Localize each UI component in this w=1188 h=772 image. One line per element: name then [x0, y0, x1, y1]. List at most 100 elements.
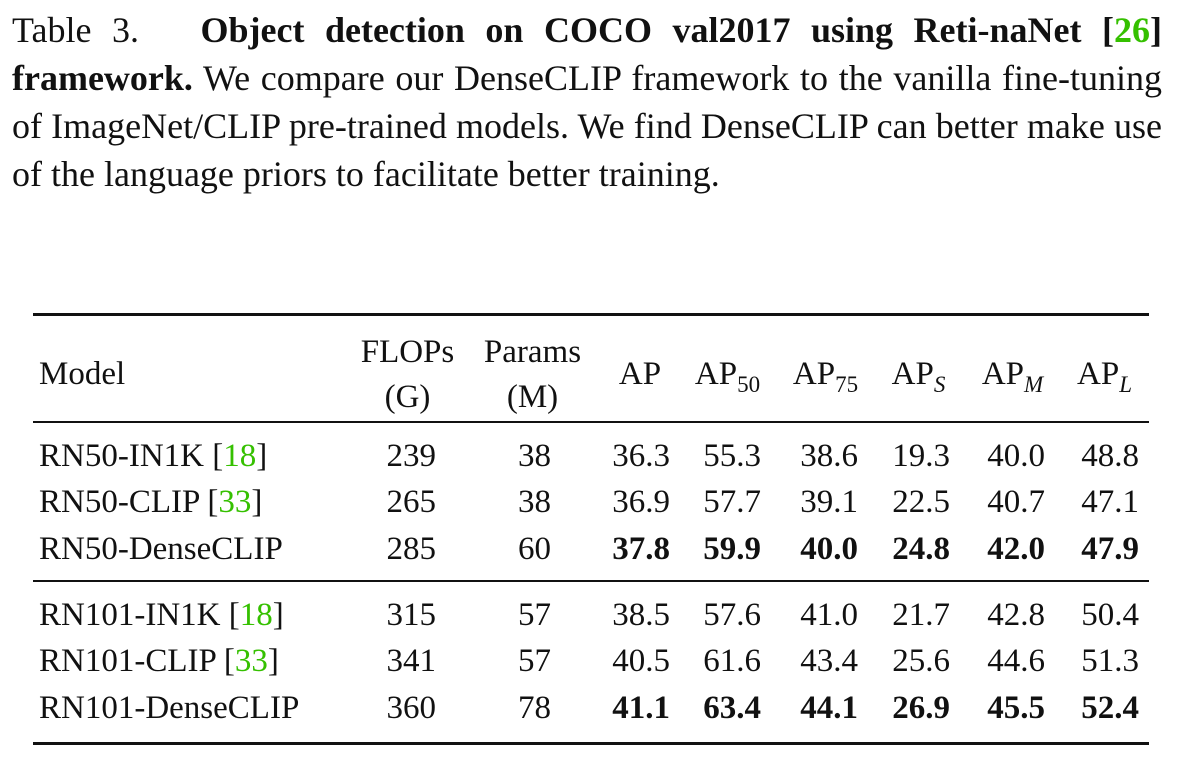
header-apm-sub: M — [1024, 372, 1044, 397]
cell-params: 38 — [518, 438, 551, 474]
cell-apm: 42.8 — [987, 597, 1045, 633]
ref-bracket-close: ] — [272, 597, 284, 633]
header-model: Model — [39, 356, 126, 392]
cell-aps: 19.3 — [892, 438, 950, 474]
cell-flops: 360 — [386, 690, 437, 726]
ref-bracket-close: ] — [256, 438, 268, 474]
citation-link[interactable]: 18 — [223, 438, 257, 474]
ref-bracket-close: ] — [267, 643, 279, 679]
cell-ap75: 41.0 — [800, 597, 858, 633]
cell-flops: 285 — [386, 531, 437, 567]
cell-apl: 47.1 — [1081, 484, 1139, 520]
header-ap50-base: AP — [694, 356, 738, 392]
caption-citation-link[interactable]: 26 — [1114, 10, 1151, 50]
cell-aps: 24.8 — [892, 531, 950, 567]
row-model-name: RN101-DenseCLIP — [39, 689, 299, 727]
cell-ap: 36.3 — [612, 438, 670, 474]
header-apl: APL — [1062, 355, 1147, 397]
cell-apm: 42.0 — [987, 531, 1045, 567]
cell-apl: 52.4 — [1081, 690, 1139, 726]
cell-ap50: 55.3 — [703, 438, 761, 474]
model-label: RN101-DenseCLIP — [39, 690, 300, 726]
table-caption: Table 3. Object detection on COCO val201… — [12, 6, 1162, 198]
caption-label: Table 3. — [12, 10, 139, 50]
cell-params: 57 — [518, 643, 551, 679]
cell-ap50: 57.7 — [703, 484, 761, 520]
header-ap50: AP50 — [680, 355, 775, 397]
cell-ap75: 43.4 — [800, 643, 858, 679]
ref-bracket-open: [ — [199, 484, 219, 520]
ref-bracket-open: [ — [220, 597, 240, 633]
table-bottom-rule — [33, 742, 1149, 745]
header-flops-line1: FLOPs — [360, 334, 455, 370]
cell-ap50: 63.4 — [703, 690, 761, 726]
cell-aps: 25.6 — [892, 643, 950, 679]
row-model-name: RN50-IN1K [18] — [39, 437, 267, 475]
header-apm-base: AP — [981, 356, 1024, 392]
cell-apl: 51.3 — [1081, 643, 1139, 679]
header-ap75-sub: 75 — [835, 372, 859, 397]
cell-ap75: 38.6 — [800, 438, 858, 474]
row-model-name: RN101-CLIP [33] — [39, 642, 279, 680]
header-apl-base: AP — [1077, 356, 1120, 392]
citation-link[interactable]: 33 — [218, 484, 252, 520]
header-params-line2: (M) — [506, 379, 559, 415]
header-aps: APS — [876, 355, 961, 397]
cell-aps: 26.9 — [892, 690, 950, 726]
cell-ap: 37.8 — [612, 531, 670, 567]
cell-ap50: 61.6 — [703, 643, 761, 679]
header-apm: APM — [965, 355, 1060, 397]
ref-bracket-close: ] — [251, 484, 263, 520]
cell-ap75: 39.1 — [800, 484, 858, 520]
model-label: RN101-IN1K — [39, 597, 221, 633]
ref-bracket-open: [ — [203, 438, 224, 474]
row-model-name: RN101-IN1K [18] — [39, 596, 284, 634]
cell-ap: 36.9 — [612, 484, 670, 520]
header-params-line1: Params — [483, 334, 582, 370]
header-ap75-base: AP — [792, 356, 836, 392]
caption-cite-close: ] — [1150, 10, 1163, 50]
cell-params: 60 — [518, 531, 551, 567]
row-model-name: RN50-DenseCLIP — [39, 530, 283, 568]
cell-params: 78 — [518, 690, 551, 726]
cell-apm: 40.7 — [987, 484, 1045, 520]
cell-apl: 48.8 — [1081, 438, 1139, 474]
table-header-rule — [33, 421, 1149, 423]
cell-flops: 239 — [386, 438, 437, 474]
citation-link[interactable]: 33 — [234, 643, 268, 679]
header-ap75: AP75 — [778, 355, 873, 397]
model-label: RN50-DenseCLIP — [39, 531, 283, 567]
table-top-rule — [33, 313, 1149, 316]
model-label: RN50-IN1K — [39, 438, 204, 474]
cell-params: 57 — [518, 597, 551, 633]
cell-ap50: 59.9 — [703, 531, 761, 567]
cell-apm: 40.0 — [987, 438, 1045, 474]
header-ap50-sub: 50 — [737, 372, 761, 397]
header-apl-sub: L — [1119, 372, 1132, 397]
row-model-name: RN50-CLIP [33] — [39, 483, 262, 521]
header-ap: AP — [618, 356, 662, 392]
cell-flops: 315 — [386, 597, 437, 633]
header-aps-base: AP — [891, 356, 934, 392]
cell-apl: 47.9 — [1081, 531, 1139, 567]
cell-ap50: 57.6 — [703, 597, 761, 633]
cell-ap: 40.5 — [612, 643, 670, 679]
caption-cite-open: [ — [1102, 10, 1115, 50]
model-label: RN50-CLIP — [39, 484, 200, 520]
cell-ap: 38.5 — [612, 597, 670, 633]
header-flops-line2: (G) — [384, 379, 431, 415]
caption-title-2: framework. — [12, 58, 193, 98]
caption-body: We compare our DenseCLIP framework to th… — [12, 58, 1162, 194]
ref-bracket-open: [ — [215, 643, 235, 679]
table-group-rule — [33, 580, 1149, 582]
cell-ap75: 44.1 — [800, 690, 858, 726]
citation-link[interactable]: 18 — [239, 597, 273, 633]
caption-title-1: Object detection on COCO val2017 using R… — [200, 10, 1082, 50]
cell-apm: 45.5 — [987, 690, 1045, 726]
cell-aps: 22.5 — [892, 484, 950, 520]
cell-ap75: 40.0 — [800, 531, 858, 567]
cell-ap: 41.1 — [612, 690, 670, 726]
model-label: RN101-CLIP — [39, 643, 216, 679]
cell-aps: 21.7 — [892, 597, 950, 633]
